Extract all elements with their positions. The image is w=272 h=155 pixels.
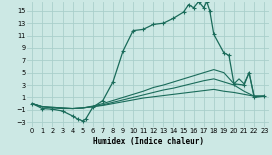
X-axis label: Humidex (Indice chaleur): Humidex (Indice chaleur) — [93, 137, 204, 146]
